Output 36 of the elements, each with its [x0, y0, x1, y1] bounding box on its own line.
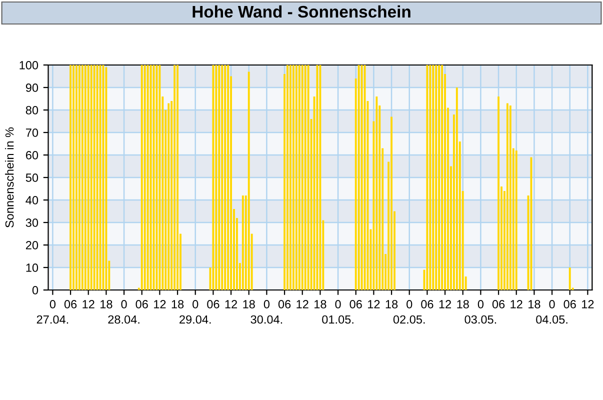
- y-tick-label: 70: [26, 128, 38, 137]
- y-tick-label: 40: [26, 196, 38, 204]
- x-tick-label: 18: [314, 300, 326, 308]
- x-tick-label: 12: [439, 300, 451, 308]
- y-tick-label: 90: [26, 84, 38, 92]
- chart-title: Hohe Wand - Sonnenschein: [192, 5, 410, 18]
- y-tick-label: 0: [32, 286, 38, 294]
- y-tick-label: 10: [26, 264, 38, 272]
- x-tick-label: 06: [278, 300, 291, 308]
- y-tick-label: 50: [26, 174, 38, 182]
- x-tick-label: 06: [207, 300, 220, 308]
- x-tick-label: 06: [564, 300, 576, 308]
- x-tick-label: 12: [154, 300, 166, 308]
- x-tick-label: 12: [510, 300, 522, 308]
- x-tick-label: 18: [386, 300, 398, 308]
- x-tick-label: 12: [582, 300, 594, 308]
- y-tick-label: 20: [26, 241, 38, 250]
- x-tick-label: 06: [64, 300, 77, 308]
- y-tick-label: 30: [26, 218, 38, 227]
- x-tick-label: 18: [457, 300, 469, 308]
- x-tick-label: 18: [528, 300, 540, 308]
- y-tick-label: 60: [26, 151, 38, 160]
- x-tick-label: 12: [296, 300, 308, 308]
- y-tick-label: 100: [20, 61, 38, 70]
- x-tick-label: 06: [136, 300, 148, 308]
- x-tick-label: 18: [100, 300, 112, 308]
- x-tick-label: 12: [368, 300, 380, 308]
- x-tick-label: 18: [172, 300, 184, 308]
- x-tick-label: 06: [492, 300, 505, 308]
- y-axis-title: Sonnenschein in %: [5, 127, 14, 228]
- x-tick-label: 06: [421, 300, 434, 308]
- x-tick-label: 18: [243, 300, 255, 308]
- y-tick-label: 80: [26, 106, 38, 114]
- x-tick-label: 06: [350, 300, 362, 308]
- x-tick-label: 12: [82, 300, 94, 308]
- x-tick-label: 12: [225, 300, 237, 308]
